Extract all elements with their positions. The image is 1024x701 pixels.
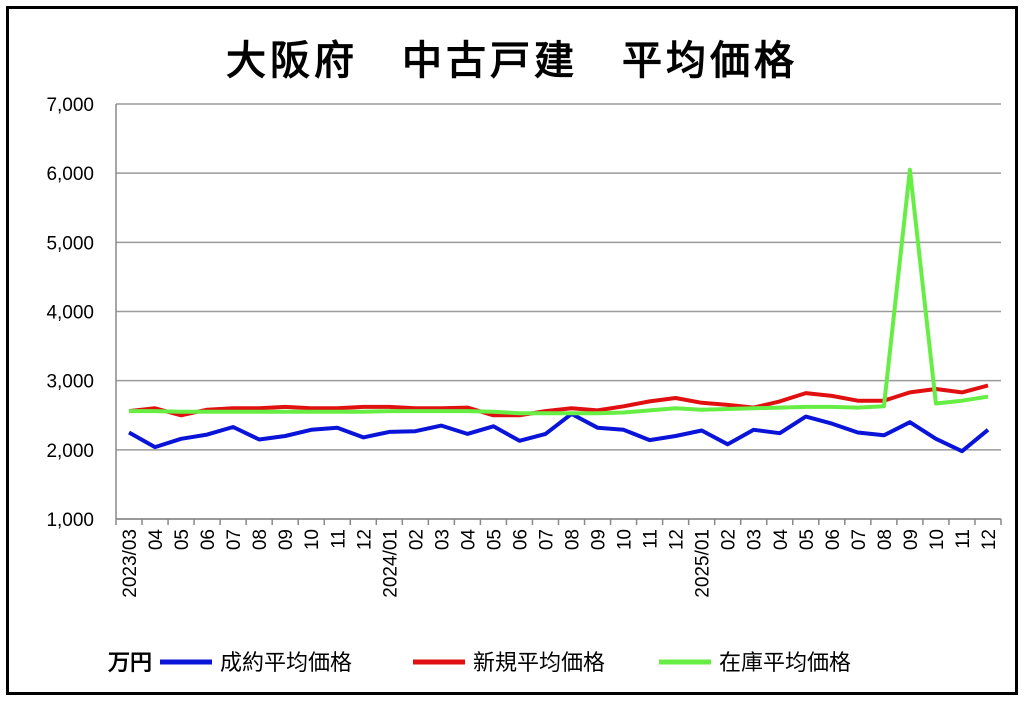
y-tick-label: 1,000 — [46, 510, 94, 531]
y-tick-label: 7,000 — [46, 95, 94, 116]
x-tick-label: 08 — [563, 529, 584, 550]
x-tick-label: 10 — [615, 529, 636, 550]
x-tick-label: 11 — [328, 529, 349, 549]
x-tick-label: 05 — [172, 529, 193, 550]
y-tick-label: 4,000 — [46, 303, 94, 324]
series-line-3 — [129, 167, 989, 416]
x-tick-label: 03 — [745, 529, 766, 550]
x-tick-label: 05 — [797, 529, 818, 550]
x-tick-label: 04 — [771, 529, 792, 551]
y-tick-label: 5,000 — [46, 233, 94, 254]
x-tick-label: 02 — [719, 529, 740, 550]
x-tick-label: 03 — [432, 529, 453, 550]
x-tick-label: 04 — [146, 529, 167, 551]
chart-title: 大阪府 中古戸建 平均価格 — [226, 38, 798, 84]
series-line-2 — [128, 383, 989, 418]
x-tick-label: 11 — [953, 529, 974, 549]
x-tick-label: 06 — [198, 529, 219, 550]
y-tick-label: 2,000 — [46, 441, 94, 462]
x-tick-label: 2025/01 — [693, 529, 714, 598]
legend-label: 新規平均価格 — [473, 651, 605, 676]
x-tick-label: 09 — [589, 529, 610, 550]
x-tick-label: 08 — [875, 529, 896, 550]
x-tick-label: 07 — [536, 529, 557, 550]
x-tick-label: 12 — [979, 529, 1000, 550]
x-tick-label: 12 — [354, 529, 375, 550]
y-tick-label: 3,000 — [46, 372, 94, 393]
x-tick-label: 10 — [927, 529, 948, 550]
x-tick-label: 02 — [406, 529, 427, 550]
chart-frame — [6, 6, 1018, 695]
x-tick-label: 04 — [458, 529, 479, 551]
x-tick-label: 2024/01 — [380, 529, 401, 598]
x-tick-label: 06 — [823, 529, 844, 550]
x-tick-label: 09 — [276, 529, 297, 550]
x-tick-label: 10 — [302, 529, 323, 550]
x-tick-label: 2023/03 — [120, 529, 141, 598]
x-tick-label: 08 — [250, 529, 271, 550]
unit-label: 万円 — [107, 651, 152, 676]
x-tick-label: 07 — [849, 529, 870, 550]
legend-label: 成約平均価格 — [220, 651, 352, 676]
x-tick-label: 11 — [641, 529, 662, 549]
y-tick-label: 6,000 — [46, 164, 94, 185]
x-tick-label: 09 — [901, 529, 922, 550]
legend-label: 在庫平均価格 — [719, 651, 851, 676]
x-tick-label: 12 — [667, 529, 688, 550]
series-line-1 — [128, 411, 990, 454]
x-tick-label: 05 — [484, 529, 505, 550]
x-tick-label: 06 — [510, 529, 531, 550]
x-tick-label: 07 — [224, 529, 245, 550]
